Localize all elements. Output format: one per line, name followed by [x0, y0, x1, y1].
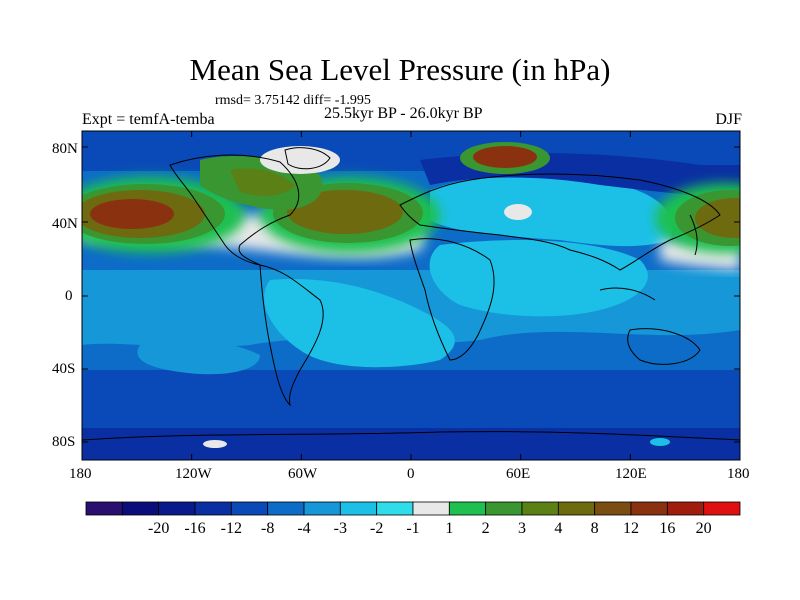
lat-label-80n: 80N: [52, 141, 78, 157]
lat-label-40n: 40N: [52, 216, 78, 232]
colorbar-label: -4: [297, 520, 311, 537]
colorbar-label: 2: [481, 520, 490, 537]
stats-text: rmsd= 3.75142 diff= -1.995: [215, 93, 371, 108]
colorbar-swatch: [267, 501, 305, 516]
colorbar-swatch: [85, 501, 123, 516]
colorbar-label: -2: [369, 520, 384, 537]
colorbar-swatch: [448, 501, 487, 516]
colorbar-swatch: [303, 501, 341, 516]
colorbar-label: -3: [333, 520, 347, 537]
lat-label-0: 0: [65, 288, 73, 304]
lat-label-80s: 80S: [52, 434, 76, 450]
colorbar-label: -16: [184, 520, 206, 537]
colorbar-label: 20: [695, 520, 712, 537]
colorbar: [85, 501, 741, 516]
period-label: 25.5kyr BP - 26.0kyr BP: [324, 105, 483, 122]
pressure-field: [82, 131, 740, 460]
lon-label-60e: 60E: [506, 466, 531, 482]
colorbar-swatch: [412, 501, 450, 516]
colorbar-label: -12: [220, 520, 242, 537]
colorbar-swatch: [485, 501, 523, 516]
colorbar-swatch: [121, 501, 160, 516]
colorbar-label: -20: [147, 520, 170, 537]
lon-label-120w: 120W: [175, 466, 212, 482]
colorbar-swatch: [594, 501, 632, 516]
lon-label-60w: 60W: [288, 466, 318, 482]
colorbar-swatch: [557, 501, 596, 516]
colorbar-label: 12: [623, 520, 639, 537]
colorbar-label: 4: [554, 520, 563, 537]
lon-label-180w: 180: [69, 466, 92, 482]
lat-label-40s: 40S: [52, 361, 76, 377]
plot-title: Mean Sea Level Pressure (in hPa): [189, 52, 611, 87]
coastlines: [82, 147, 740, 441]
colorbar-label: 8: [590, 520, 599, 537]
axis-ticks: [81, 131, 741, 460]
colorbar-swatch: [339, 501, 378, 516]
colorbar-swatch: [158, 501, 196, 516]
colorbar-label: 1: [445, 520, 454, 537]
lon-label-180e: 180: [727, 466, 750, 482]
lon-label-0: 0: [407, 466, 415, 482]
experiment-label: Expt = temfA-temba: [82, 111, 215, 128]
colorbar-label: 3: [518, 520, 526, 537]
colorbar-swatch: [194, 501, 232, 516]
colorbar-swatch: [376, 501, 414, 516]
colorbar-swatch: [666, 501, 705, 516]
colorbar-label: -8: [260, 520, 275, 537]
colorbar-swatch: [521, 501, 559, 516]
colorbar-label: 16: [659, 520, 676, 537]
colorbar-label: -1: [406, 520, 420, 537]
colorbar-swatch: [230, 501, 269, 516]
colorbar-swatch: [630, 501, 668, 516]
colorbar-swatch: [703, 501, 741, 516]
season-label: DJF: [715, 111, 742, 128]
lon-label-120e: 120E: [615, 466, 647, 482]
